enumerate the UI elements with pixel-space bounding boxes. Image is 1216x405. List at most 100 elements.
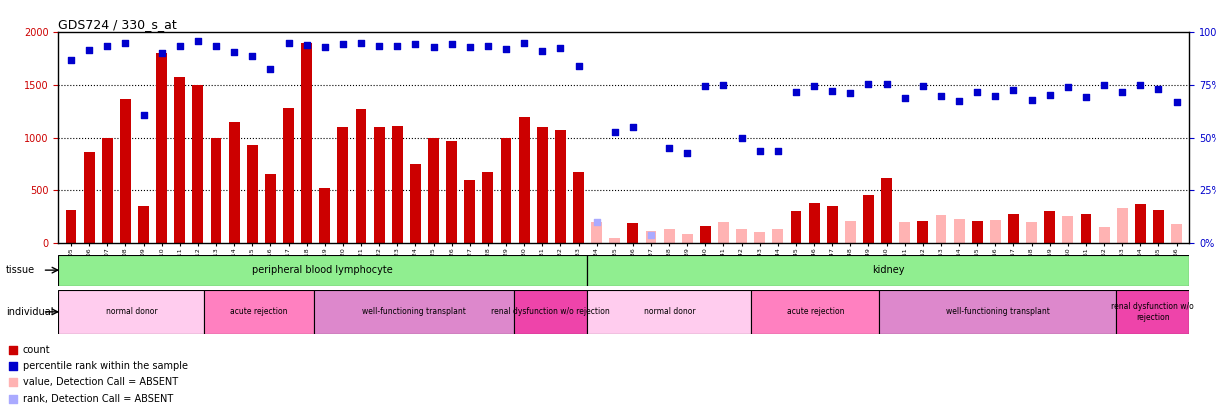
Bar <box>314 290 514 334</box>
Text: percentile rank within the sample: percentile rank within the sample <box>23 361 187 371</box>
Bar <box>66 210 77 243</box>
Bar <box>863 194 874 243</box>
Bar <box>465 180 475 243</box>
Text: tissue: tissue <box>6 265 35 275</box>
Point <box>1076 94 1096 100</box>
Text: normal donor: normal donor <box>643 307 696 316</box>
Bar <box>392 126 402 243</box>
Point <box>392 163 411 170</box>
Point <box>424 44 444 50</box>
Bar <box>192 85 203 243</box>
Bar <box>483 173 494 243</box>
Text: rank, Detection Call = ABSENT: rank, Detection Call = ABSENT <box>23 394 173 403</box>
Point <box>496 46 516 53</box>
Bar <box>879 290 1116 334</box>
Point <box>207 43 226 49</box>
Bar <box>554 130 565 243</box>
Bar <box>972 221 983 243</box>
Point <box>333 41 353 47</box>
Point <box>931 92 951 99</box>
Point <box>260 66 280 72</box>
Bar <box>1116 290 1189 334</box>
Bar <box>700 226 711 243</box>
Bar <box>210 138 221 243</box>
Point <box>188 38 208 44</box>
Point <box>97 43 117 49</box>
Text: renal dysfunction w/o
rejection: renal dysfunction w/o rejection <box>1111 302 1194 322</box>
Bar <box>953 219 964 243</box>
Point <box>804 83 823 90</box>
Text: individual: individual <box>6 307 54 317</box>
Point <box>659 145 679 151</box>
Text: well-functioning transplant: well-functioning transplant <box>362 307 466 316</box>
Bar <box>1081 213 1092 243</box>
Text: acute rejection: acute rejection <box>787 307 844 316</box>
Bar <box>1116 208 1127 243</box>
Point <box>1094 82 1114 88</box>
Point <box>877 81 896 87</box>
Point <box>460 44 479 50</box>
Text: acute rejection: acute rejection <box>230 307 288 316</box>
Point <box>769 148 788 155</box>
Point <box>968 89 987 96</box>
Point <box>441 41 461 47</box>
Bar <box>58 290 204 334</box>
Text: normal donor: normal donor <box>106 307 157 316</box>
Point <box>1131 82 1150 88</box>
Point <box>732 134 751 141</box>
Point <box>606 129 625 136</box>
Bar <box>229 122 240 243</box>
Bar <box>646 231 657 243</box>
Bar <box>120 99 131 243</box>
Point <box>641 231 660 238</box>
Bar <box>410 164 421 243</box>
Point <box>242 52 261 59</box>
Bar <box>627 223 638 243</box>
Point <box>1021 96 1041 103</box>
Point <box>61 57 80 63</box>
Bar <box>882 178 893 243</box>
Bar <box>809 203 820 243</box>
Bar <box>573 173 584 243</box>
Bar <box>827 206 838 243</box>
Bar <box>446 141 457 243</box>
Point <box>225 49 244 55</box>
Point <box>1149 86 1169 92</box>
Bar <box>1135 204 1145 243</box>
Point <box>134 111 153 118</box>
Bar <box>587 255 1189 286</box>
Bar <box>1008 213 1019 243</box>
Bar <box>682 234 693 243</box>
Bar <box>320 188 331 243</box>
Point <box>406 41 426 47</box>
Bar <box>139 206 150 243</box>
Bar <box>772 229 783 243</box>
Point <box>392 16 411 22</box>
Bar <box>355 109 366 243</box>
Point <box>696 83 715 90</box>
Point <box>388 43 407 49</box>
Bar <box>1098 227 1109 243</box>
Point <box>533 48 552 55</box>
Bar <box>990 220 1001 243</box>
Bar <box>717 222 728 243</box>
Bar <box>84 152 95 243</box>
Bar <box>204 290 314 334</box>
Text: renal dysfunction w/o rejection: renal dysfunction w/o rejection <box>491 307 610 316</box>
Point <box>677 150 697 157</box>
Point <box>392 311 411 317</box>
Point <box>79 47 98 53</box>
Bar <box>845 221 856 243</box>
Bar <box>283 108 294 243</box>
Bar <box>1063 215 1074 243</box>
Bar <box>736 229 747 243</box>
Point <box>478 43 497 49</box>
Bar <box>790 211 801 243</box>
Bar <box>536 127 547 243</box>
Point <box>840 90 860 97</box>
Point <box>750 148 770 155</box>
Point <box>278 40 298 46</box>
Point <box>297 42 316 48</box>
Point <box>623 124 642 130</box>
Point <box>1167 99 1187 105</box>
